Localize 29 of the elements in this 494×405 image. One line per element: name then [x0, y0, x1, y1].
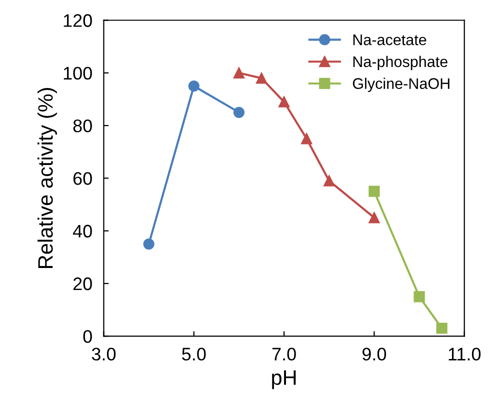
- point: [188, 80, 200, 92]
- x-axis-title: pH: [272, 370, 296, 390]
- y-axis-title: Relative activity (%): [38, 88, 57, 268]
- point: [436, 322, 448, 334]
- legend-label: Na-phosphate: [353, 56, 448, 70]
- legend-label: Na-acetate: [353, 34, 426, 46]
- point: [324, 175, 335, 186]
- x-tick-label: 9.0: [362, 348, 386, 361]
- y-tick-label: 0: [83, 330, 92, 343]
- point: [414, 291, 425, 302]
- x-tick-label: 3.0: [92, 348, 116, 361]
- x-tick-label: 7.0: [272, 348, 296, 361]
- y-tick-label: 20: [73, 277, 92, 290]
- point: [301, 133, 312, 144]
- point: [143, 238, 154, 250]
- point: [278, 96, 290, 108]
- y-tick-label: 60: [73, 172, 92, 185]
- point: [256, 72, 268, 84]
- y-tick-label: 120: [64, 14, 92, 27]
- y-tick-label: 40: [72, 224, 92, 238]
- point: [368, 186, 380, 197]
- point: [368, 212, 380, 224]
- y-tick-label: 100: [64, 66, 92, 80]
- legend-label: Glycine-NaOH: [352, 78, 450, 92]
- point: [233, 106, 245, 118]
- x-tick-label: 11.0: [448, 348, 481, 361]
- point: [233, 67, 245, 78]
- x-tick-label: 5.0: [182, 348, 206, 361]
- y-tick-label: 80: [73, 119, 92, 132]
